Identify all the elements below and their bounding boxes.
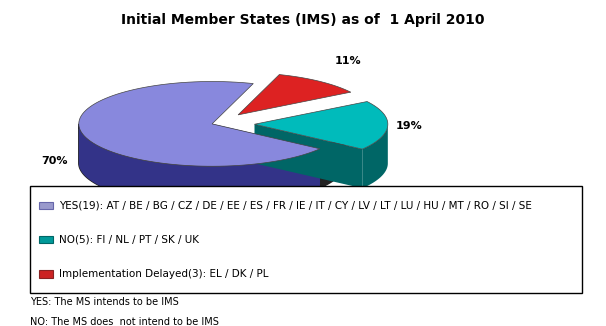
Polygon shape: [255, 101, 388, 149]
Polygon shape: [79, 124, 345, 205]
Polygon shape: [238, 75, 351, 115]
Text: NO(5): FI / NL / PT / SK / UK: NO(5): FI / NL / PT / SK / UK: [59, 235, 199, 244]
Text: Initial Member States (IMS) as of  1 April 2010: Initial Member States (IMS) as of 1 Apri…: [121, 13, 485, 27]
Text: YES: The MS intends to be IMS: YES: The MS intends to be IMS: [30, 297, 179, 307]
Polygon shape: [212, 124, 320, 188]
FancyBboxPatch shape: [39, 271, 53, 278]
FancyBboxPatch shape: [30, 186, 582, 293]
Text: 70%: 70%: [41, 156, 67, 166]
FancyBboxPatch shape: [39, 201, 53, 209]
Text: YES(19): AT / BE / BG / CZ / DE / EE / ES / FR / IE / IT / CY / LV / LT / LU / H: YES(19): AT / BE / BG / CZ / DE / EE / E…: [59, 200, 531, 210]
Polygon shape: [79, 125, 320, 205]
Polygon shape: [362, 124, 388, 188]
Text: 19%: 19%: [396, 121, 422, 131]
Polygon shape: [79, 82, 320, 166]
Text: 11%: 11%: [335, 56, 362, 67]
Polygon shape: [255, 124, 362, 188]
FancyBboxPatch shape: [39, 236, 53, 243]
Text: Implementation Delayed(3): EL / DK / PL: Implementation Delayed(3): EL / DK / PL: [59, 269, 268, 279]
Text: NO: The MS does  not intend to be IMS: NO: The MS does not intend to be IMS: [30, 317, 219, 326]
